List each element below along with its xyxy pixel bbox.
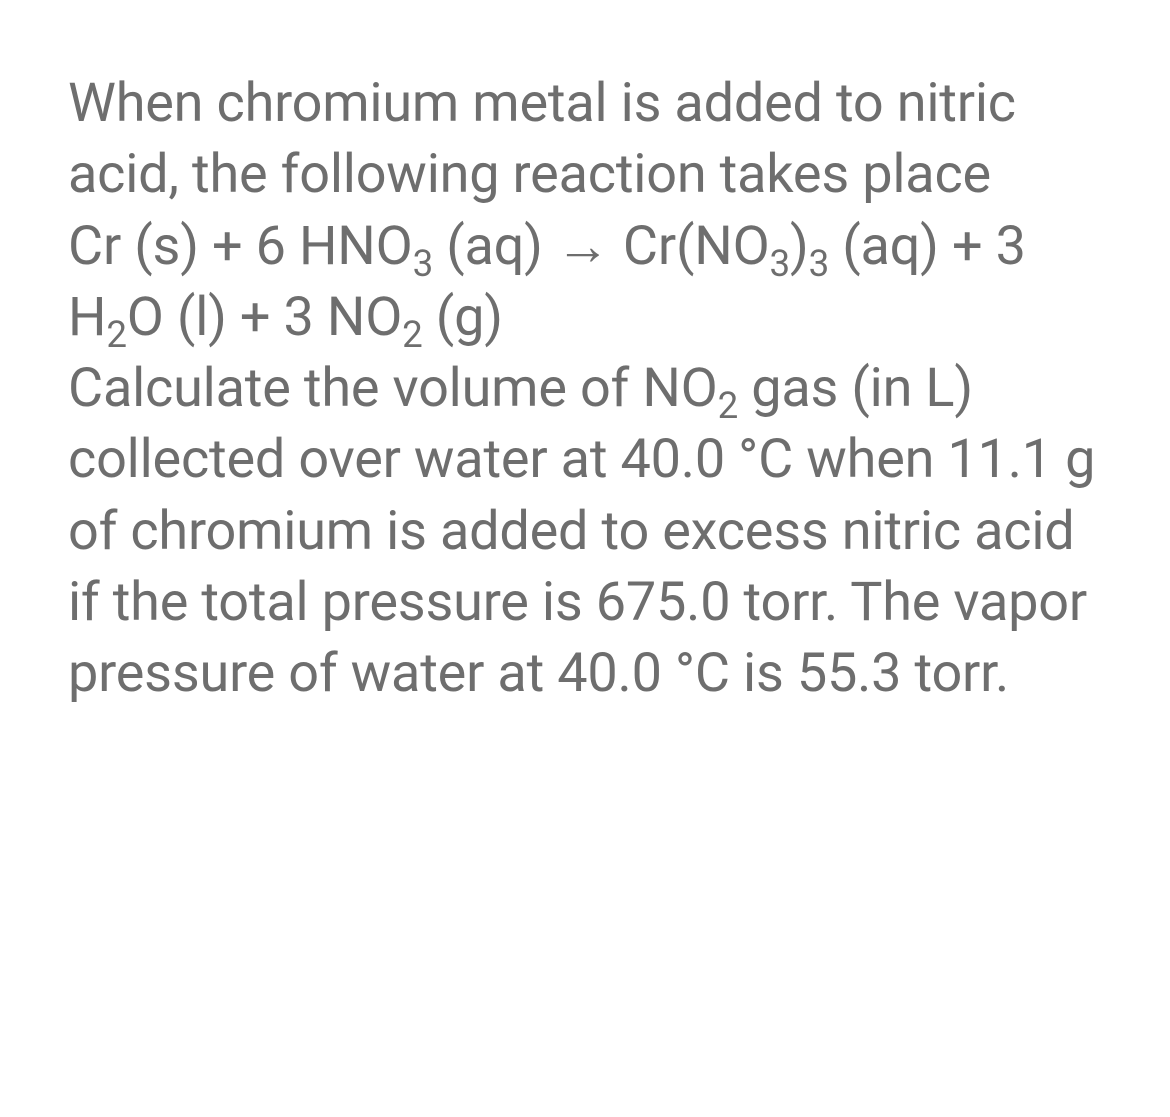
eq-sub3-1: 3 <box>413 241 433 284</box>
problem-text: When chromium metal is added to nitric a… <box>68 68 1110 709</box>
q-sub2: 2 <box>718 384 738 427</box>
eq-cr-s: Cr (s) + 6 HNO <box>68 215 413 278</box>
eq-sub3-3: 3 <box>809 241 829 284</box>
eq-sub3-2: 3 <box>770 241 790 284</box>
intro-text: When chromium metal is added to nitric a… <box>68 72 1016 206</box>
eq-aq-arrow: (aq) → Cr(NO <box>433 215 770 278</box>
problem-container: When chromium metal is added to nitric a… <box>0 0 1170 769</box>
eq-sub2-1: 2 <box>106 313 126 356</box>
eq-sub2-2: 2 <box>402 313 422 356</box>
q-p1: Calculate the volume of NO <box>68 357 718 420</box>
eq-g: (g) <box>423 286 503 349</box>
eq-o-l: O (l) + 3 NO <box>127 286 402 349</box>
eq-close: ) <box>790 215 809 278</box>
